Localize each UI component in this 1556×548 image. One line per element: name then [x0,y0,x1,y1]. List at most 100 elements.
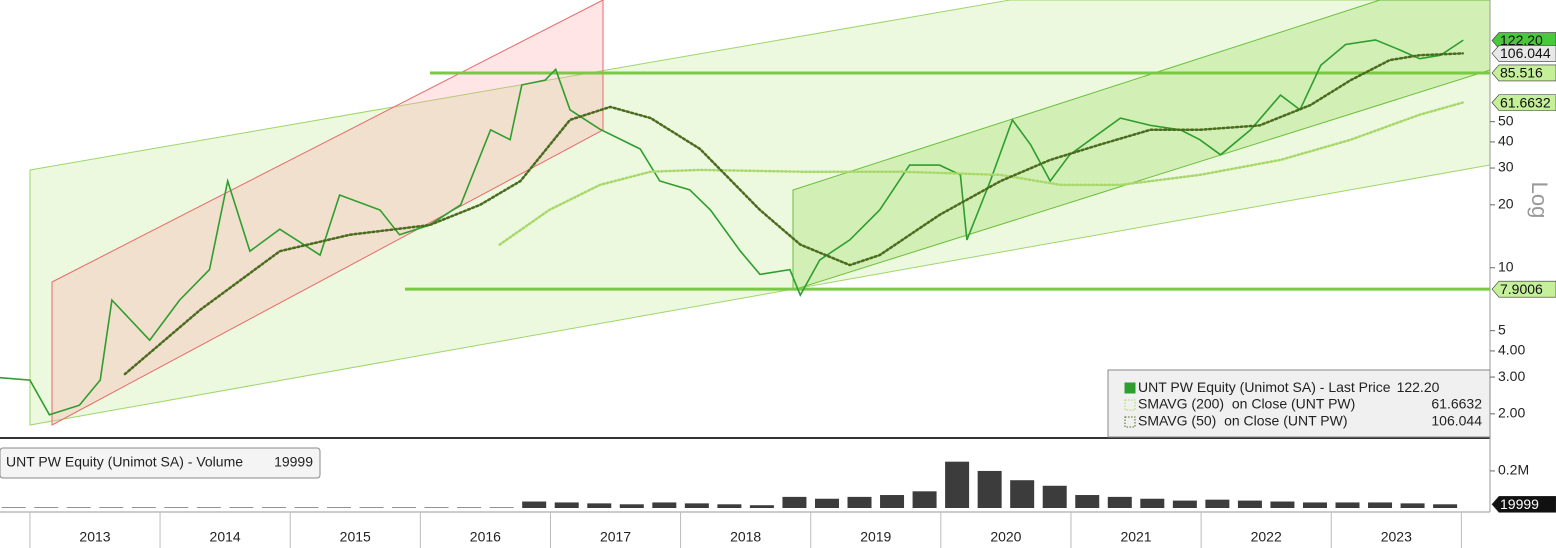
legend-value: 61.6632 [1431,396,1482,412]
x-tick-label: 2019 [860,529,891,545]
y-tick-label: 40 [1498,133,1514,149]
x-tick-label: 2017 [600,529,631,545]
volume-bar [359,507,384,508]
y-tick-label: 20 [1498,196,1514,212]
volume-bar [1433,504,1458,508]
volume-bar [1400,503,1425,508]
legend-value: 106.044 [1431,413,1482,429]
volume-bar [1270,501,1295,508]
volume-bar [1075,495,1100,508]
y-tick-label: 2.00 [1498,405,1525,421]
x-tick-label: 2023 [1381,529,1412,545]
tag-label: 85.516 [1500,65,1543,81]
tag-shape [1491,45,1556,62]
y-tick-label: 3.00 [1498,368,1525,384]
tag-shape [1491,64,1556,82]
tag-label: 61.6632 [1500,94,1551,110]
volume-legend-value: 19999 [274,454,313,470]
y-tick-label: 4.00 [1498,342,1525,358]
volume-bar [684,503,709,508]
volume-bar [619,504,644,508]
volume-bar [945,461,970,508]
volume-bar [66,507,91,508]
x-tick-label: 2016 [470,529,501,545]
volume-bar [196,507,221,508]
volume-bar [489,507,514,508]
legend-name: SMAVG (50) on Close (UNT PW) [1138,413,1348,429]
moving-average-line [123,52,1464,376]
volume-bar [1172,500,1197,508]
legend-entry: UNT PW Equity (Unimot SA) - Last Price 12… [1138,379,1440,395]
legend-swatch [1124,399,1136,411]
y-tick-label: 30 [1498,159,1514,175]
volume-bar [164,507,189,508]
volume-bar [814,498,839,508]
tag-shape [1491,495,1556,513]
volume-bar [880,495,905,508]
tag-shape [1491,94,1556,111]
volume-bar [749,505,774,508]
x-tick-label: 2018 [730,529,761,545]
legend-name: UNT PW Equity (Unimot SA) - Last Price [1138,379,1391,395]
price-tag: 106.044 [1491,45,1556,62]
volume-bar [977,470,1002,508]
volume-bar [326,507,351,508]
y-tick-label: 10 [1498,258,1514,274]
legend: UNT PW Equity (Unimot SA) - Last Price 12… [1107,369,1491,438]
volume-bar [847,496,872,508]
price-tag: 7.9006 [1491,280,1556,298]
volume-bar [782,496,807,508]
x-tick-label: 2015 [340,529,371,545]
legend-value: 122.20 [1397,379,1440,395]
volume-bar [554,502,579,508]
price-tag: 19999 [1491,495,1556,513]
x-tick-label: 2020 [990,529,1021,545]
volume-bar [1335,502,1360,508]
price-line [0,39,1464,416]
x-tick-label: 2013 [79,529,110,545]
legend-box [1107,369,1491,438]
tag-label: 19999 [1500,496,1539,512]
legend-swatch [1124,416,1136,428]
tag-label: 122.20 [1500,32,1543,48]
volume-bar [1237,500,1262,508]
tag-shape [1491,280,1556,298]
tag-label: 106.044 [1500,45,1551,61]
volume-bar [424,507,449,508]
volume-bar [1368,502,1393,508]
price-tag: 85.516 [1491,64,1556,82]
volume-bar [261,507,286,508]
volume-bar [1042,485,1067,508]
y-tick-label: 50 [1498,112,1514,128]
x-tick-label: 2022 [1251,529,1282,545]
volume-bar [1,507,26,508]
moving-average-line [498,101,1464,246]
volume-bar [457,507,482,508]
volume-legend-box [0,447,321,479]
volume-bar [99,507,124,508]
price-tag: 61.6632 [1491,94,1556,111]
volume-bar [1140,498,1165,508]
tag-label: 7.9006 [1500,281,1543,297]
x-tick-label: 2021 [1120,529,1151,545]
volume-bar [1205,499,1230,508]
volume-bar [587,503,612,508]
volume-bar [229,507,254,508]
volume-bar [294,507,319,508]
volume-bar [131,507,156,508]
volume-bar [392,507,417,508]
scale-label: Log [1527,182,1552,219]
volume-legend: UNT PW Equity (Unimot SA) - Volume [6,454,243,470]
volume-bar [1302,502,1327,508]
volume-bar [1010,480,1035,508]
volume-bar [34,507,59,508]
y-tick-label: 0.2M [1498,462,1529,478]
price-tag: 122.20 [1491,32,1556,49]
volume-bar [717,504,742,508]
volume-bar [912,491,937,508]
x-tick-label: 2014 [210,529,241,545]
legend-name: SMAVG (200) on Close (UNT PW) [1138,396,1355,412]
legend-swatch [1124,382,1136,394]
